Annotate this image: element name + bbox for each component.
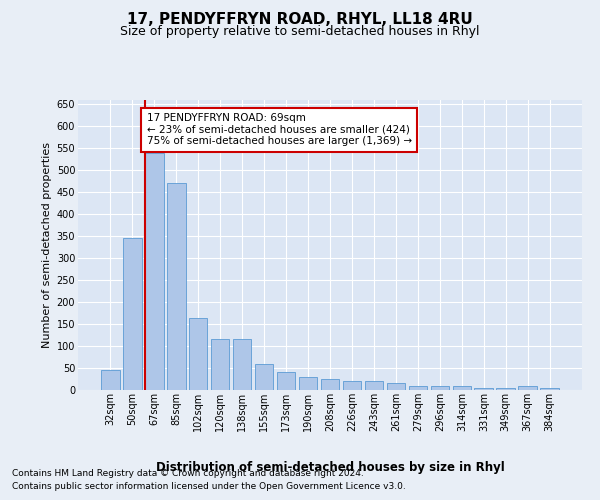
Bar	[409, 386, 427, 390]
Bar	[320, 379, 340, 390]
Text: 17 PENDYFFRYN ROAD: 69sqm
← 23% of semi-detached houses are smaller (424)
75% of: 17 PENDYFFRYN ROAD: 69sqm ← 23% of semi-…	[146, 113, 412, 146]
Bar	[123, 238, 142, 390]
Bar	[496, 388, 515, 390]
Bar	[145, 152, 164, 390]
Bar	[167, 184, 185, 390]
Bar	[299, 377, 317, 390]
Bar	[452, 386, 471, 390]
Text: Contains HM Land Registry data © Crown copyright and database right 2024.: Contains HM Land Registry data © Crown c…	[12, 469, 364, 478]
Text: 17, PENDYFFRYN ROAD, RHYL, LL18 4RU: 17, PENDYFFRYN ROAD, RHYL, LL18 4RU	[127, 12, 473, 28]
Bar	[233, 340, 251, 390]
X-axis label: Distribution of semi-detached houses by size in Rhyl: Distribution of semi-detached houses by …	[155, 462, 505, 474]
Bar	[211, 340, 229, 390]
Bar	[365, 381, 383, 390]
Bar	[518, 386, 537, 390]
Bar	[386, 384, 405, 390]
Bar	[475, 388, 493, 390]
Y-axis label: Number of semi-detached properties: Number of semi-detached properties	[43, 142, 52, 348]
Bar	[101, 370, 119, 390]
Bar	[541, 388, 559, 390]
Bar	[431, 386, 449, 390]
Bar	[343, 381, 361, 390]
Bar	[277, 372, 295, 390]
Text: Size of property relative to semi-detached houses in Rhyl: Size of property relative to semi-detach…	[120, 25, 480, 38]
Bar	[189, 318, 208, 390]
Bar	[255, 364, 274, 390]
Text: Contains public sector information licensed under the Open Government Licence v3: Contains public sector information licen…	[12, 482, 406, 491]
